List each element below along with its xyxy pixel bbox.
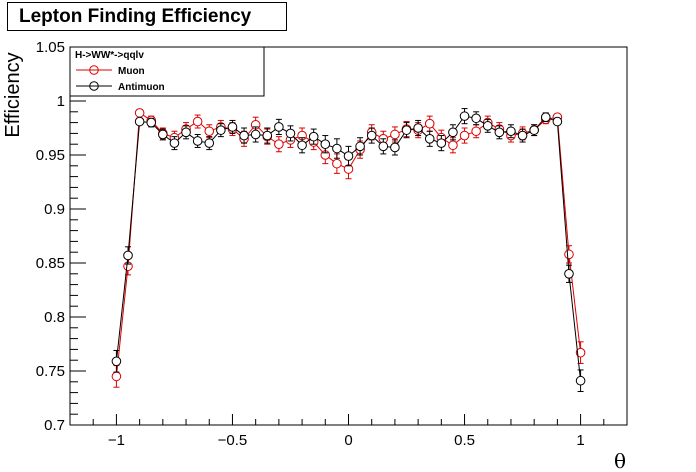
data-point (552, 116, 563, 127)
data-point (355, 141, 365, 152)
data-point (436, 138, 447, 148)
data-point (320, 139, 331, 149)
data-point (239, 130, 249, 141)
data-point (192, 116, 203, 127)
data-point (413, 123, 423, 133)
data-point (494, 127, 505, 138)
data-point (459, 130, 470, 141)
x-tick-label: −1 (108, 432, 125, 449)
legend-antimuon-label: Antimuon (118, 82, 165, 93)
y-tick-label: 0.9 (44, 201, 65, 218)
data-point (192, 136, 203, 146)
x-tick-label: 0 (344, 432, 352, 449)
legend-antimuon-marker (89, 81, 99, 91)
data-point (517, 130, 528, 141)
data-point (390, 129, 400, 140)
data-point (262, 130, 273, 141)
data-point (169, 138, 180, 148)
y-tick-label: 1 (57, 93, 65, 110)
data-point (564, 249, 574, 260)
legend-muon-label: Muon (118, 66, 145, 77)
data-point (424, 118, 435, 129)
chart-title: Lepton Finding Efficiency (7, 2, 287, 31)
data-point (343, 151, 354, 161)
data-point (390, 142, 400, 153)
y-axis-label: Efficiency (2, 52, 24, 137)
y-tick-label: 0.7 (44, 417, 65, 434)
data-point (285, 128, 296, 139)
data-point (540, 112, 551, 122)
data-point (378, 141, 389, 152)
data-point (471, 126, 481, 137)
data-point (250, 129, 261, 140)
data-point (366, 130, 377, 141)
data-point (332, 158, 342, 169)
data-point (134, 116, 145, 127)
data-point (111, 371, 122, 382)
data-point (564, 269, 574, 279)
data-point (274, 139, 284, 149)
y-tick-label: 0.95 (36, 147, 65, 164)
data-point (204, 126, 215, 137)
data-point (297, 140, 307, 151)
data-point (401, 125, 412, 135)
y-tick-label: 0.8 (44, 309, 65, 326)
data-point (448, 127, 458, 138)
x-tick-label: −0.5 (218, 432, 248, 449)
x-axis-label: θ (614, 449, 626, 472)
data-point (424, 134, 435, 144)
x-tick-label: 0.5 (454, 432, 475, 449)
data-point (575, 375, 586, 386)
data-point (111, 356, 122, 367)
y-tick-label: 1.05 (36, 39, 65, 56)
data-point (332, 143, 342, 154)
series-antimuon (111, 108, 586, 393)
data-point (506, 126, 516, 137)
legend: H->WW*->qqlv Muon Antimuon (69, 46, 265, 97)
data-point (308, 131, 319, 142)
data-point (227, 122, 238, 132)
legend-header: H->WW*->qqlv (75, 50, 144, 61)
data-point (181, 127, 191, 138)
y-tick-label: 0.85 (36, 255, 65, 272)
data-point (134, 108, 145, 118)
y-tick-label: 0.75 (36, 363, 65, 380)
data-point (575, 347, 586, 358)
data-point (459, 111, 470, 121)
data-point (274, 122, 284, 132)
legend-box (69, 46, 265, 97)
data-point (204, 138, 215, 148)
data-point (146, 117, 157, 128)
legend-muon-marker (89, 65, 99, 75)
data-point (158, 129, 168, 140)
data-point (482, 121, 493, 131)
data-point (471, 113, 481, 124)
plot-frame (69, 46, 628, 426)
x-tick-label: 1 (576, 432, 584, 449)
data-point (529, 125, 539, 135)
data-point (216, 125, 226, 135)
data-point (448, 140, 458, 151)
data-point (123, 250, 133, 261)
